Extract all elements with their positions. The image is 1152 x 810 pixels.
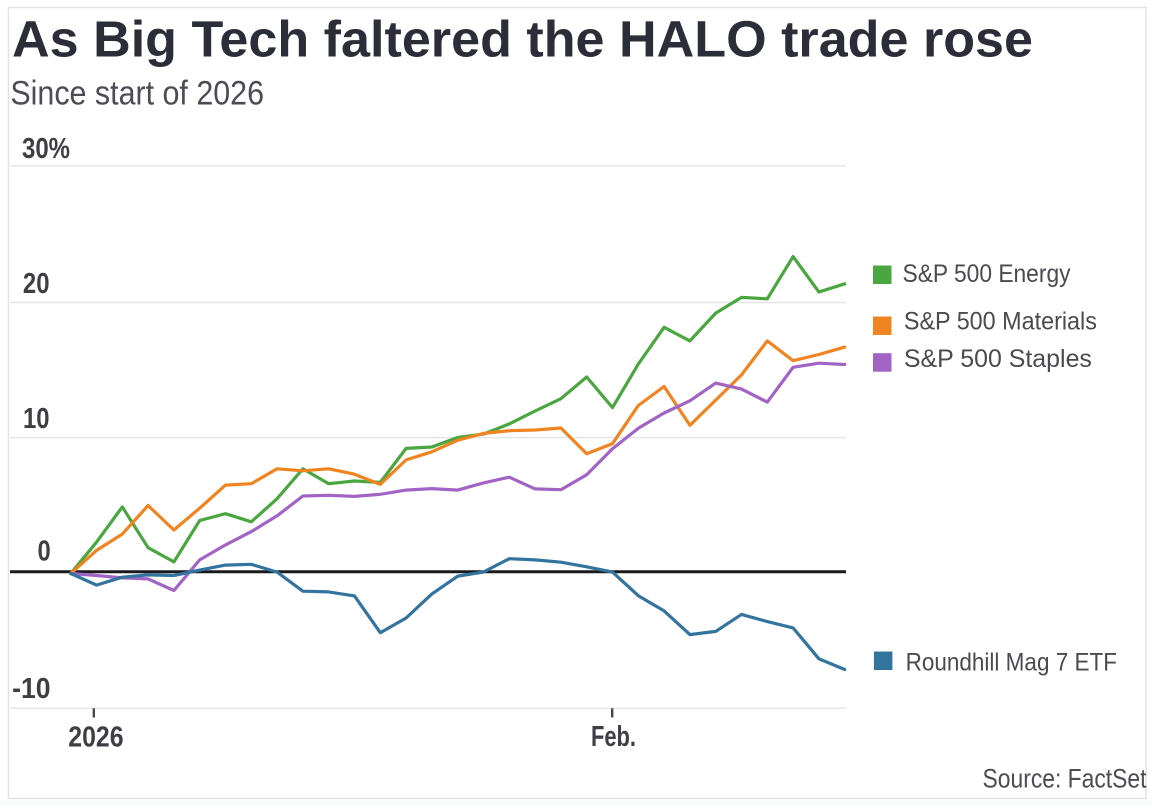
svg-text:S&P 500 Energy: S&P 500 Energy (903, 260, 1071, 288)
svg-text:0: 0 (38, 536, 51, 568)
svg-text:2026: 2026 (68, 722, 123, 754)
svg-text:30%: 30% (22, 133, 70, 165)
svg-text:20: 20 (23, 268, 50, 300)
svg-text:-10: -10 (12, 673, 50, 705)
svg-text:Since start of 2026: Since start of 2026 (10, 75, 264, 113)
svg-text:S&P 500 Materials: S&P 500 Materials (904, 308, 1097, 336)
svg-text:Source: FactSet: Source: FactSet (983, 764, 1147, 794)
svg-text:S&P 500 Staples: S&P 500 Staples (904, 345, 1092, 373)
svg-text:Roundhill Mag 7 ETF: Roundhill Mag 7 ETF (906, 649, 1117, 677)
svg-text:Feb.: Feb. (591, 721, 636, 753)
svg-text:As Big Tech faltered the HALO: As Big Tech faltered the HALO trade rose (12, 11, 1033, 68)
svg-text:10: 10 (23, 403, 50, 435)
